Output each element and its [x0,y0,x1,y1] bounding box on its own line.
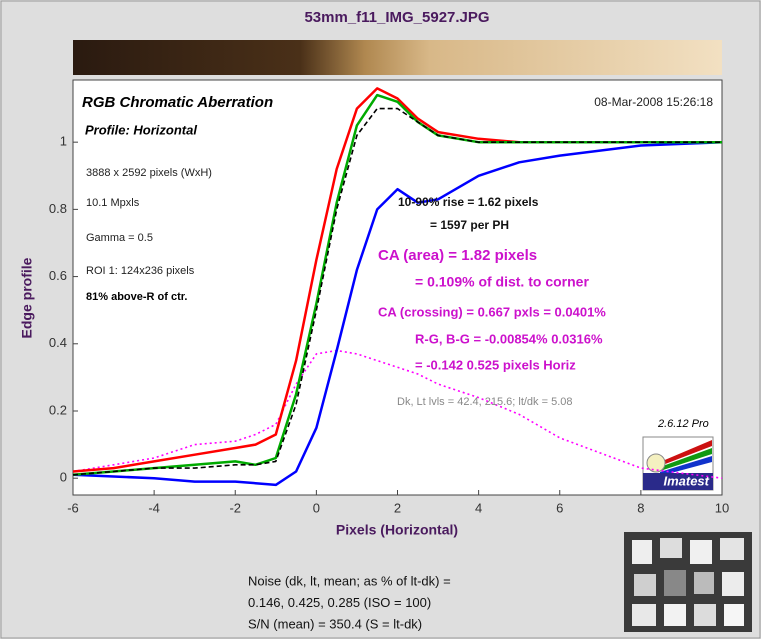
thumbnail-patch [664,604,686,626]
thumbnail-patch [660,538,682,558]
annotation: = 0.109% of dist. to corner [415,274,589,290]
logo-stripe [660,456,712,476]
thumbnail-patch [722,572,744,596]
series-line [72,140,723,487]
logo-stripe [660,440,712,466]
x-tick-label: -4 [148,500,160,515]
annotation: 2.6.12 Pro [657,418,709,430]
annotation: 3888 x 2592 pixels (WxH) [86,167,212,179]
y-tick-label: 1 [60,134,67,149]
tone-bar [73,40,722,75]
y-tick-label: 0.4 [49,335,67,350]
annotation: Gamma = 0.5 [86,232,153,244]
thumbnail-patch [690,540,712,564]
footer-line: S/N (mean) = 350.4 (S = lt-dk) [248,616,422,631]
series-line [72,107,722,476]
series-line [72,349,723,479]
x-tick-label: 2 [394,500,401,515]
logo-text: Imatest [663,473,709,488]
footer-line: Noise (dk, lt, mean; as % of lt-dk) = [248,573,451,588]
annotation: = -0.142 0.525 pixels Horiz [415,357,576,372]
annotation: 81% above-R of ctr. [86,291,187,303]
thumbnail-patch [720,538,744,560]
thumbnail-patch [634,574,656,596]
annotation: 10.1 Mpxls [86,197,140,209]
y-tick-label: 0.8 [49,201,67,216]
annotation: Dk, Lt lvls = 42.4, 215.6; lt/dk = 5.08 [397,396,573,408]
logo-bar [643,473,713,490]
logo: Imatest [642,436,714,491]
annotation: R-G, B-G = -0.00854% 0.0316% [415,331,603,346]
x-axis-label: Pixels (Horizontal) [336,522,458,538]
footer-line: 0.146, 0.425, 0.285 (ISO = 100) [248,595,431,610]
x-tick-label: 0 [313,500,320,515]
logo-stripe [660,448,712,471]
y-tick-label: 0 [60,470,67,485]
annotation: 10-90% rise = 1.62 pixels [398,195,539,209]
thumbnail-patch [664,570,686,596]
thumbnail-patch [724,604,744,626]
annotation: RGB Chromatic Aberration [82,94,273,111]
x-tick-label: -6 [67,500,79,515]
x-tick-label: -2 [229,500,241,515]
x-tick-label: 8 [637,500,644,515]
annotation: Profile: Horizontal [85,122,197,137]
y-axis-label: Edge profile [19,257,35,338]
x-tick-label: 4 [475,500,482,515]
x-tick-label: 10 [715,500,729,515]
chart-title: 53mm_f11_IMG_5927.JPG [304,9,489,26]
annotation: CA (crossing) = 0.667 pxls = 0.0401% [378,304,606,319]
thumbnail-patch [632,540,652,564]
annotation: ROI 1: 124x236 pixels [86,265,195,277]
logo-circle [646,453,666,473]
annotation: CA (area) = 1.82 pixels [378,247,537,264]
series-line [72,93,722,477]
annotation: 08-Mar-2008 15:26:18 [594,95,713,109]
thumbnail-patch [632,604,656,626]
thumbnail-patch [694,604,716,626]
x-tick-label: 6 [556,500,563,515]
y-tick-label: 0.2 [49,402,67,417]
thumbnail-patch [694,572,714,594]
annotation: = 1597 per PH [430,218,509,232]
y-tick-label: 0.6 [49,268,67,283]
thumbnail [624,532,752,632]
